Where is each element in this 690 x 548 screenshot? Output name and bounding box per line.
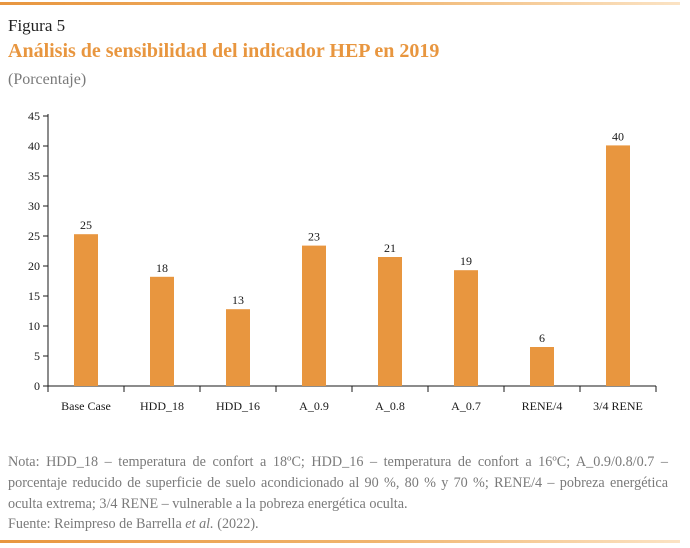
data-label: 13 <box>232 293 244 307</box>
y-tick-label: 10 <box>28 319 40 333</box>
bar <box>150 276 174 386</box>
y-tick-label: 35 <box>28 169 40 183</box>
y-tick-label: 5 <box>34 349 40 363</box>
bar <box>302 245 326 386</box>
figure-source: Fuente: Reimpreso de Barrella et al. (20… <box>8 516 259 533</box>
x-axis: Base Case HDD_18 HDD_16 A_0.9 A_0.8 A_0.7 RENE… <box>47 385 657 413</box>
data-label: 40 <box>612 129 624 143</box>
top-rule <box>0 2 680 5</box>
source-suffix: (2022). <box>213 516 259 532</box>
data-label: 6 <box>539 331 545 345</box>
figure-title: Análisis de sensibilidad del indicador H… <box>8 40 440 62</box>
y-tick-label: 20 <box>28 259 40 273</box>
data-label: 19 <box>460 254 472 268</box>
data-label: 25 <box>80 218 92 232</box>
y-tick-label: 0 <box>34 379 40 393</box>
bar <box>454 270 478 386</box>
y-tick-label: 25 <box>28 229 40 243</box>
x-tick-label: Base Case <box>61 399 111 413</box>
bar <box>606 145 630 386</box>
data-labels: 25 18 13 23 21 19 6 40 <box>80 129 624 345</box>
bar-chart: 0 5 10 15 20 25 30 35 40 45 Base Case HDD_18 HDD_16… <box>28 109 657 413</box>
y-tick-label: 15 <box>28 289 40 303</box>
data-label: 23 <box>308 230 320 244</box>
bar <box>530 347 554 386</box>
x-tick-label: A_0.7 <box>451 399 481 413</box>
x-tick-label: RENE/4 <box>522 399 563 413</box>
figure-subtitle: (Porcentaje) <box>8 71 87 88</box>
bottom-rule <box>0 540 680 543</box>
y-tick-label: 45 <box>28 109 40 123</box>
x-tick-label: 3/4 RENE <box>593 399 643 413</box>
figure-label: Figura 5 <box>8 16 66 35</box>
bars <box>74 145 630 386</box>
x-tick-label: A_0.9 <box>299 399 329 413</box>
figure-notes: Nota: HDD_18 – temperatura de confort a … <box>8 454 668 512</box>
source-prefix: Fuente: Reimpreso de Barrella <box>8 516 186 532</box>
y-tick-label: 30 <box>28 199 40 213</box>
x-tick-label: A_0.8 <box>375 399 405 413</box>
bar <box>378 257 402 386</box>
source-italic: et al. <box>185 516 214 532</box>
y-axis: 0 5 10 15 20 25 30 35 40 45 <box>28 109 49 393</box>
data-label: 21 <box>384 241 396 255</box>
x-tick-label: HDD_18 <box>140 399 184 413</box>
x-tick-label: HDD_16 <box>216 399 260 413</box>
y-tick-label: 40 <box>28 139 40 153</box>
bar <box>226 309 250 386</box>
bar <box>74 234 98 386</box>
data-label: 18 <box>156 261 168 275</box>
